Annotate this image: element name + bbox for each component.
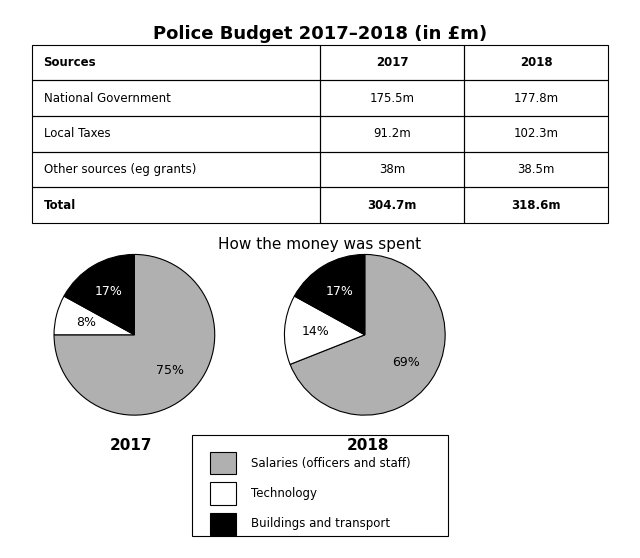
Text: Total: Total (44, 199, 76, 212)
Bar (320, 45, 464, 80)
Text: 177.8m: 177.8m (513, 92, 559, 105)
Text: Sources: Sources (44, 56, 96, 69)
Wedge shape (284, 296, 365, 364)
Text: 8%: 8% (76, 316, 96, 329)
Text: National Government: National Government (44, 92, 170, 105)
Text: 2018: 2018 (347, 438, 389, 453)
Bar (32, 187, 320, 223)
Text: Police Budget 2017–2018 (in £m): Police Budget 2017–2018 (in £m) (153, 25, 487, 43)
Text: 75%: 75% (156, 363, 184, 377)
Bar (464, 187, 608, 223)
Bar (320, 187, 464, 223)
Text: Technology: Technology (251, 487, 317, 500)
Text: 318.6m: 318.6m (511, 199, 561, 212)
Wedge shape (64, 254, 134, 335)
Text: 304.7m: 304.7m (367, 199, 417, 212)
Wedge shape (54, 296, 134, 335)
Bar (32, 116, 320, 152)
Text: 17%: 17% (95, 286, 123, 299)
Bar (210, 513, 236, 535)
Text: 2018: 2018 (520, 56, 552, 69)
Text: 69%: 69% (392, 357, 420, 369)
Text: 91.2m: 91.2m (373, 127, 411, 141)
Bar (210, 453, 236, 474)
Text: Buildings and transport: Buildings and transport (251, 517, 390, 530)
Bar (320, 116, 464, 152)
Bar (320, 152, 464, 187)
Bar (32, 45, 320, 80)
Bar (32, 80, 320, 116)
Text: Local Taxes: Local Taxes (44, 127, 110, 141)
Text: How the money was spent: How the money was spent (218, 237, 422, 252)
Text: 175.5m: 175.5m (369, 92, 415, 105)
Text: 2017: 2017 (110, 438, 152, 453)
Text: 38m: 38m (379, 163, 405, 176)
Bar (210, 483, 236, 504)
Text: 2017: 2017 (376, 56, 408, 69)
Bar (464, 80, 608, 116)
Wedge shape (54, 254, 215, 415)
Text: 102.3m: 102.3m (513, 127, 559, 141)
Text: Other sources (eg grants): Other sources (eg grants) (44, 163, 196, 176)
Bar (464, 152, 608, 187)
Wedge shape (294, 254, 365, 335)
Bar (320, 80, 464, 116)
Bar (32, 152, 320, 187)
Wedge shape (290, 254, 445, 415)
Bar (464, 116, 608, 152)
Text: Salaries (officers and staff): Salaries (officers and staff) (251, 457, 410, 470)
Text: 14%: 14% (301, 325, 329, 338)
Text: 38.5m: 38.5m (517, 163, 555, 176)
Text: 17%: 17% (326, 286, 353, 299)
Bar (464, 45, 608, 80)
